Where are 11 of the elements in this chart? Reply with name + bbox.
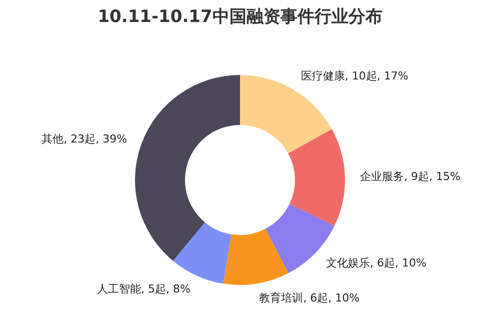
slice-label: 教育培训, 6起, 10%	[259, 291, 360, 304]
slice-label: 文化娱乐, 6起, 10%	[326, 256, 426, 270]
slice-label: 企业服务, 9起, 15%	[360, 170, 460, 183]
slice-label: 人工智能, 5起, 8%	[96, 282, 190, 296]
chart-title: 10.11-10.17中国融资事件行业分布	[98, 7, 382, 27]
donut-slice	[135, 75, 240, 261]
slice-label: 医疗健康, 10起, 17%	[300, 70, 408, 83]
donut-slice	[223, 228, 288, 285]
donut-slice	[288, 129, 345, 226]
donut-slice	[172, 222, 232, 284]
slice-label: 其他, 23起, 39%	[42, 132, 128, 146]
